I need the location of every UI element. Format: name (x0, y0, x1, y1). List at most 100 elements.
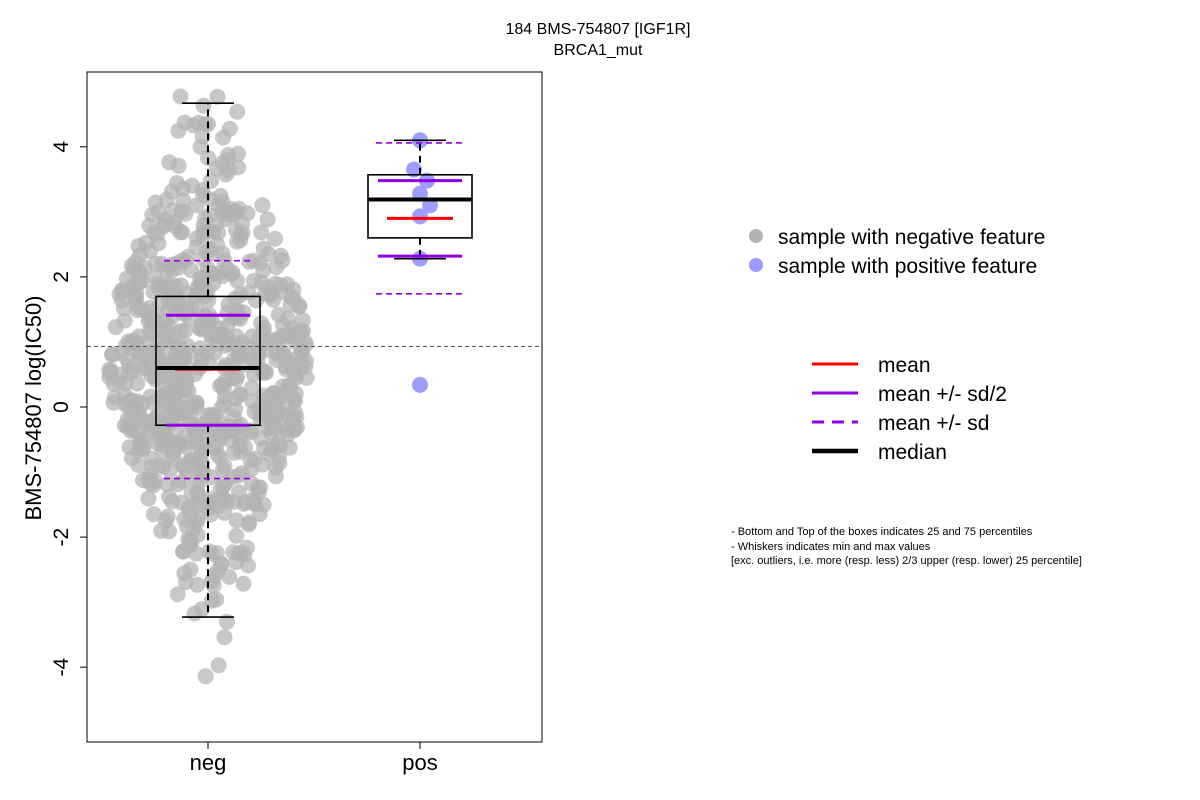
legend-marker (749, 258, 763, 272)
data-point-neg (177, 574, 194, 591)
data-point-neg (157, 512, 174, 529)
data-point-neg (227, 290, 244, 307)
data-point-neg (143, 357, 160, 374)
data-point-neg (145, 342, 162, 359)
data-point-neg (252, 479, 269, 496)
data-point-neg (290, 323, 307, 340)
data-point-neg (232, 386, 249, 403)
data-point-neg (132, 432, 149, 449)
data-point-neg (222, 432, 239, 449)
data-point-neg (230, 484, 247, 501)
data-point-pos (412, 208, 428, 225)
data-point-neg (230, 348, 247, 365)
x-tick-label: pos (402, 750, 437, 775)
data-point-neg (172, 88, 189, 105)
data-point-neg (254, 197, 271, 214)
chart-subtitle: BRCA1_mut (554, 42, 643, 59)
data-point-neg (265, 385, 282, 402)
data-point-neg (227, 401, 244, 418)
data-point-neg (171, 337, 188, 354)
data-point-neg (211, 497, 228, 514)
data-point-neg (202, 245, 219, 262)
data-point-neg (253, 224, 270, 241)
y-tick-label: 4 (50, 141, 73, 153)
data-point-neg (197, 668, 214, 685)
data-point-neg (169, 586, 186, 603)
x-tick-label: neg (190, 750, 227, 775)
data-point-neg (219, 613, 235, 630)
data-point-pos (412, 376, 428, 393)
data-point-neg (186, 605, 203, 622)
data-point-neg (179, 518, 195, 535)
data-point-neg (210, 328, 227, 345)
data-point-neg (229, 272, 246, 289)
data-point-neg (170, 122, 187, 139)
data-point-neg (224, 336, 241, 353)
data-point-neg (242, 452, 259, 469)
data-point-neg (195, 97, 212, 114)
data-point-neg (208, 216, 224, 233)
data-point-neg (235, 575, 252, 592)
data-point-neg (161, 462, 178, 479)
data-point-neg (189, 527, 206, 543)
data-point-neg (158, 366, 175, 383)
legend-label: median (878, 441, 947, 464)
note-percentiles: - Bottom and Top of the boxes indicates … (731, 526, 1033, 538)
data-point-neg (141, 300, 158, 316)
data-point-neg (267, 421, 284, 438)
data-point-neg (224, 370, 241, 386)
data-point-neg (175, 543, 192, 560)
data-point-neg (177, 388, 194, 405)
data-point-neg (174, 224, 191, 241)
data-point-neg (228, 527, 245, 544)
data-point-neg (161, 154, 178, 171)
data-point-neg (270, 306, 287, 323)
data-point-neg (210, 657, 227, 674)
data-point-neg (194, 430, 211, 447)
data-point-neg (180, 500, 197, 517)
data-point-neg (195, 320, 212, 337)
data-point-neg (259, 211, 276, 228)
legend-marker (749, 229, 763, 243)
data-point-neg (183, 299, 200, 316)
data-point-neg (142, 326, 159, 343)
data-point-neg (219, 304, 236, 321)
data-point-neg (269, 406, 286, 423)
data-point-neg (194, 182, 211, 199)
data-point-neg (234, 215, 251, 232)
data-point-neg (236, 546, 253, 563)
data-point-neg (263, 286, 280, 303)
data-point-neg (293, 342, 310, 359)
data-point-neg (140, 490, 157, 507)
data-point-neg (240, 516, 257, 533)
data-point-neg (279, 276, 296, 293)
data-point-neg (235, 304, 252, 321)
data-point-neg (223, 201, 239, 218)
data-point-neg (214, 461, 231, 478)
data-point-neg (129, 375, 146, 392)
data-point-neg (245, 491, 262, 508)
data-point-neg (147, 194, 164, 211)
data-point-neg (145, 477, 162, 494)
data-point-neg (287, 392, 303, 409)
data-point-neg (114, 282, 130, 299)
data-point-neg (230, 467, 247, 484)
data-point-neg (205, 275, 222, 292)
y-tick-label: 2 (50, 271, 73, 283)
data-point-neg (208, 160, 225, 177)
data-point-neg (258, 364, 274, 381)
data-point-neg (165, 389, 182, 406)
legend-label: mean (878, 354, 931, 377)
data-point-neg (267, 230, 283, 247)
chart-title: 184 BMS-754807 [IGF1R] (506, 21, 691, 38)
data-point-neg (221, 120, 238, 137)
data-point-neg (248, 292, 264, 309)
data-point-neg (167, 376, 184, 393)
y-axis-label: BMS-754807 log(IC50) (21, 295, 46, 520)
data-point-neg (249, 351, 266, 368)
data-point-neg (265, 437, 282, 454)
legend-label: mean +/- sd/2 (878, 383, 1007, 406)
data-point-neg (268, 259, 285, 276)
data-point-neg (161, 488, 178, 505)
